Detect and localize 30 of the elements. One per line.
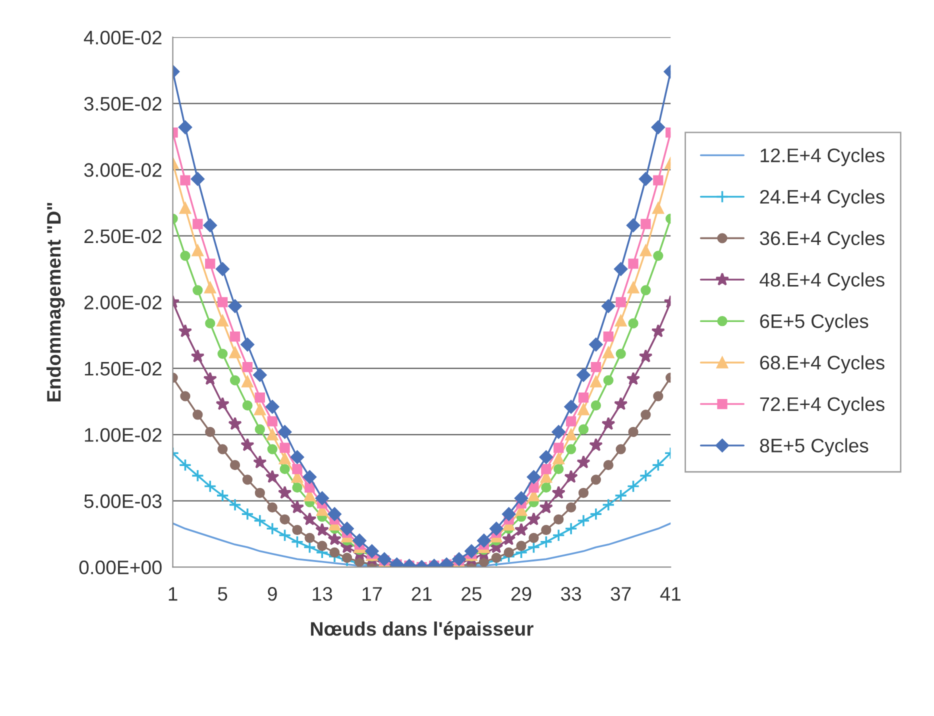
x-tick-label: 25 [462, 587, 482, 601]
y-tick-label: 3.50E-02 [84, 96, 162, 111]
y-axis-title: Endommagement "D" [46, 202, 65, 402]
x-tick-label: 13 [312, 587, 332, 601]
y-tick-label: 1.00E-02 [84, 428, 162, 442]
legend-label: 24.E+4 Cycles [760, 189, 884, 208]
legend-label: 48.E+4 Cycles [760, 272, 884, 290]
legend-label: 68.E+4 Cycles [760, 355, 884, 374]
y-tick-label: 2.00E-02 [84, 296, 162, 310]
x-tick-label: 41 [660, 587, 680, 601]
x-tick-label: 1 [168, 587, 178, 601]
x-tick-label: 33 [560, 587, 582, 601]
x-axis-title: Nœuds dans l'épaisseur [311, 621, 534, 640]
y-tick-label: 5.00E-03 [84, 494, 162, 508]
x-tick-label: 21 [412, 587, 432, 601]
legend-label: 12.E+4 Cycles [760, 148, 884, 166]
y-tick-label: 4.00E-02 [84, 30, 162, 44]
x-tick-label: 5 [218, 587, 228, 601]
legend-label: 36.E+4 Cycles [760, 230, 884, 250]
x-tick-label: 17 [362, 587, 382, 601]
y-tick-label: 3.00E-02 [84, 163, 162, 177]
x-tick-label: 29 [511, 587, 532, 601]
legend-label: 8E+5 Cycles [760, 438, 868, 456]
y-tick-label: 0.00E+00 [79, 560, 162, 574]
legend-label: 72.E+4 Cycles [760, 396, 884, 415]
x-tick-label: 37 [610, 587, 631, 601]
y-tick-label: 2.50E-02 [84, 229, 162, 244]
y-tick-label: 1.50E-02 [84, 362, 162, 376]
legend-label: 6E+5 Cycles [760, 314, 868, 332]
x-tick-label: 9 [268, 587, 277, 601]
